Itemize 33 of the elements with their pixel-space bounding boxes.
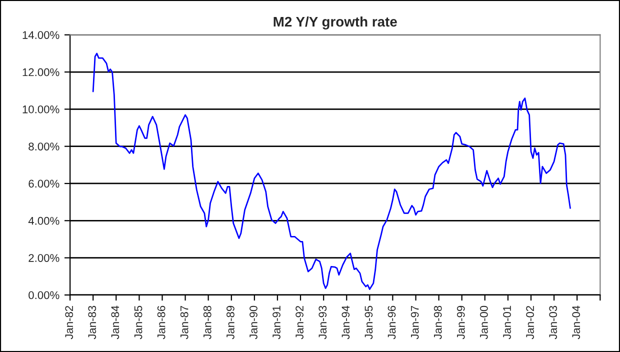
x-tick-label: Jan-83 xyxy=(88,306,96,340)
x-tick-label: Jan-02 xyxy=(526,306,534,340)
y-tick-label: 2.00% xyxy=(28,254,60,262)
y-tick-label: 8.00% xyxy=(28,142,60,150)
y-tick-label: 0.00% xyxy=(28,291,60,300)
x-tick-label: Jan-88 xyxy=(203,306,212,340)
x-tick-label: Jan-00 xyxy=(480,306,488,340)
x-tick-label: Jan-82 xyxy=(65,306,74,340)
x-tick-label: Jan-90 xyxy=(250,306,258,340)
x-tick-label: Jan-89 xyxy=(226,306,234,340)
line-series xyxy=(92,52,571,290)
x-tick-label: Jan-86 xyxy=(157,306,166,340)
x-tick-label: Jan-95 xyxy=(364,306,373,340)
y-tick-label: 10.00% xyxy=(22,105,60,114)
x-tick-label: Jan-97 xyxy=(410,306,419,340)
x-tick-label: Jan-04 xyxy=(572,306,580,340)
x-tick-label: Jan-93 xyxy=(318,306,327,340)
x-tick-label: Jan-87 xyxy=(180,306,188,340)
x-tick-label: Jan-85 xyxy=(134,306,142,340)
x-tick-label: Jan-03 xyxy=(549,306,558,340)
y-tick-label: 4.00% xyxy=(28,216,60,225)
x-tick-label: Jan-99 xyxy=(456,306,465,340)
y-tick-label: 12.00% xyxy=(22,68,60,76)
x-tick-label: Jan-01 xyxy=(503,306,511,340)
y-tick-label: 6.00% xyxy=(28,180,60,188)
x-tick-label: Jan-96 xyxy=(388,306,396,340)
y-tick-label: 14.00% xyxy=(22,31,60,39)
chart-title: M2 Y/Y growth rate xyxy=(274,16,397,30)
x-tick-label: Jan-94 xyxy=(342,306,350,340)
x-tick-label: Jan-98 xyxy=(434,306,442,340)
x-tick-label: Jan-91 xyxy=(272,306,280,340)
x-tick-label: Jan-84 xyxy=(111,306,120,340)
x-tick-label: Jan-92 xyxy=(296,306,304,340)
